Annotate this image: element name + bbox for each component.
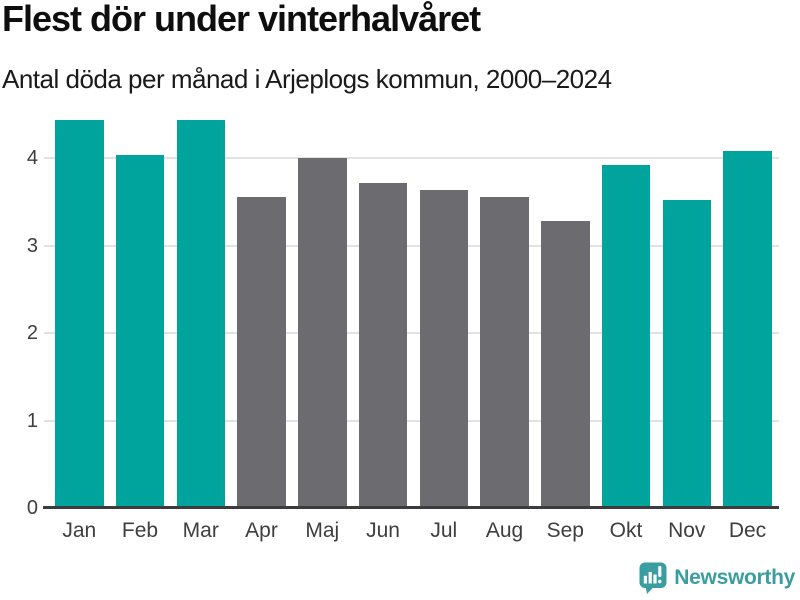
y-tick-label-4: 4	[26, 147, 38, 169]
gridline-2	[44, 332, 779, 334]
y-tick-label-1: 1	[26, 409, 38, 432]
x-tick-label-dec: Dec	[728, 519, 767, 542]
chart-title: Flest dör under vinterhalvåret	[2, 0, 481, 39]
x-tick-label-jul: Jul	[430, 519, 458, 542]
x-tick-label-feb: Feb	[121, 519, 159, 542]
bar-aug	[480, 196, 529, 508]
bar-apr	[237, 196, 286, 508]
x-tick-label-mar: Mar	[182, 519, 219, 542]
bar-okt	[601, 165, 651, 508]
y-tick-label-2: 2	[26, 322, 38, 344]
gridline-4	[44, 157, 779, 159]
x-tick-label-apr: Apr	[245, 519, 278, 542]
x-tick-label-jun: Jun	[366, 519, 400, 542]
x-tick-label-nov: Nov	[668, 519, 706, 542]
bar-sep	[541, 221, 590, 508]
bar-jul	[419, 189, 468, 508]
x-axis-line	[43, 506, 779, 509]
x-tick-label-aug: Aug	[485, 519, 524, 542]
x-tick-label-maj: Maj	[305, 519, 340, 542]
bar-maj	[298, 158, 347, 508]
x-tick-label-okt: Okt	[609, 519, 643, 542]
gridline-1	[44, 419, 779, 422]
brand-name: Newsworthy	[674, 566, 795, 589]
bar-mar	[176, 119, 225, 508]
y-tick-label-3: 3	[26, 234, 38, 257]
bar-nov	[662, 200, 711, 508]
bar-feb	[115, 154, 165, 508]
gridline-3	[44, 244, 779, 247]
plot-area	[44, 112, 779, 508]
bar-jun	[358, 182, 408, 508]
y-tick-label-0: 0	[26, 497, 38, 519]
x-tick-label-sep: Sep	[546, 519, 584, 542]
x-tick-label-jan: Jan	[62, 519, 97, 542]
chart-subtitle: Antal döda per månad i Arjeplogs kommun,…	[2, 64, 612, 94]
bar-jan	[55, 119, 104, 508]
bar-dec	[723, 151, 772, 508]
newsworthy-speech-bubble-bar-chart-icon	[639, 562, 667, 594]
brand-footer: Newsworthy	[639, 562, 795, 594]
